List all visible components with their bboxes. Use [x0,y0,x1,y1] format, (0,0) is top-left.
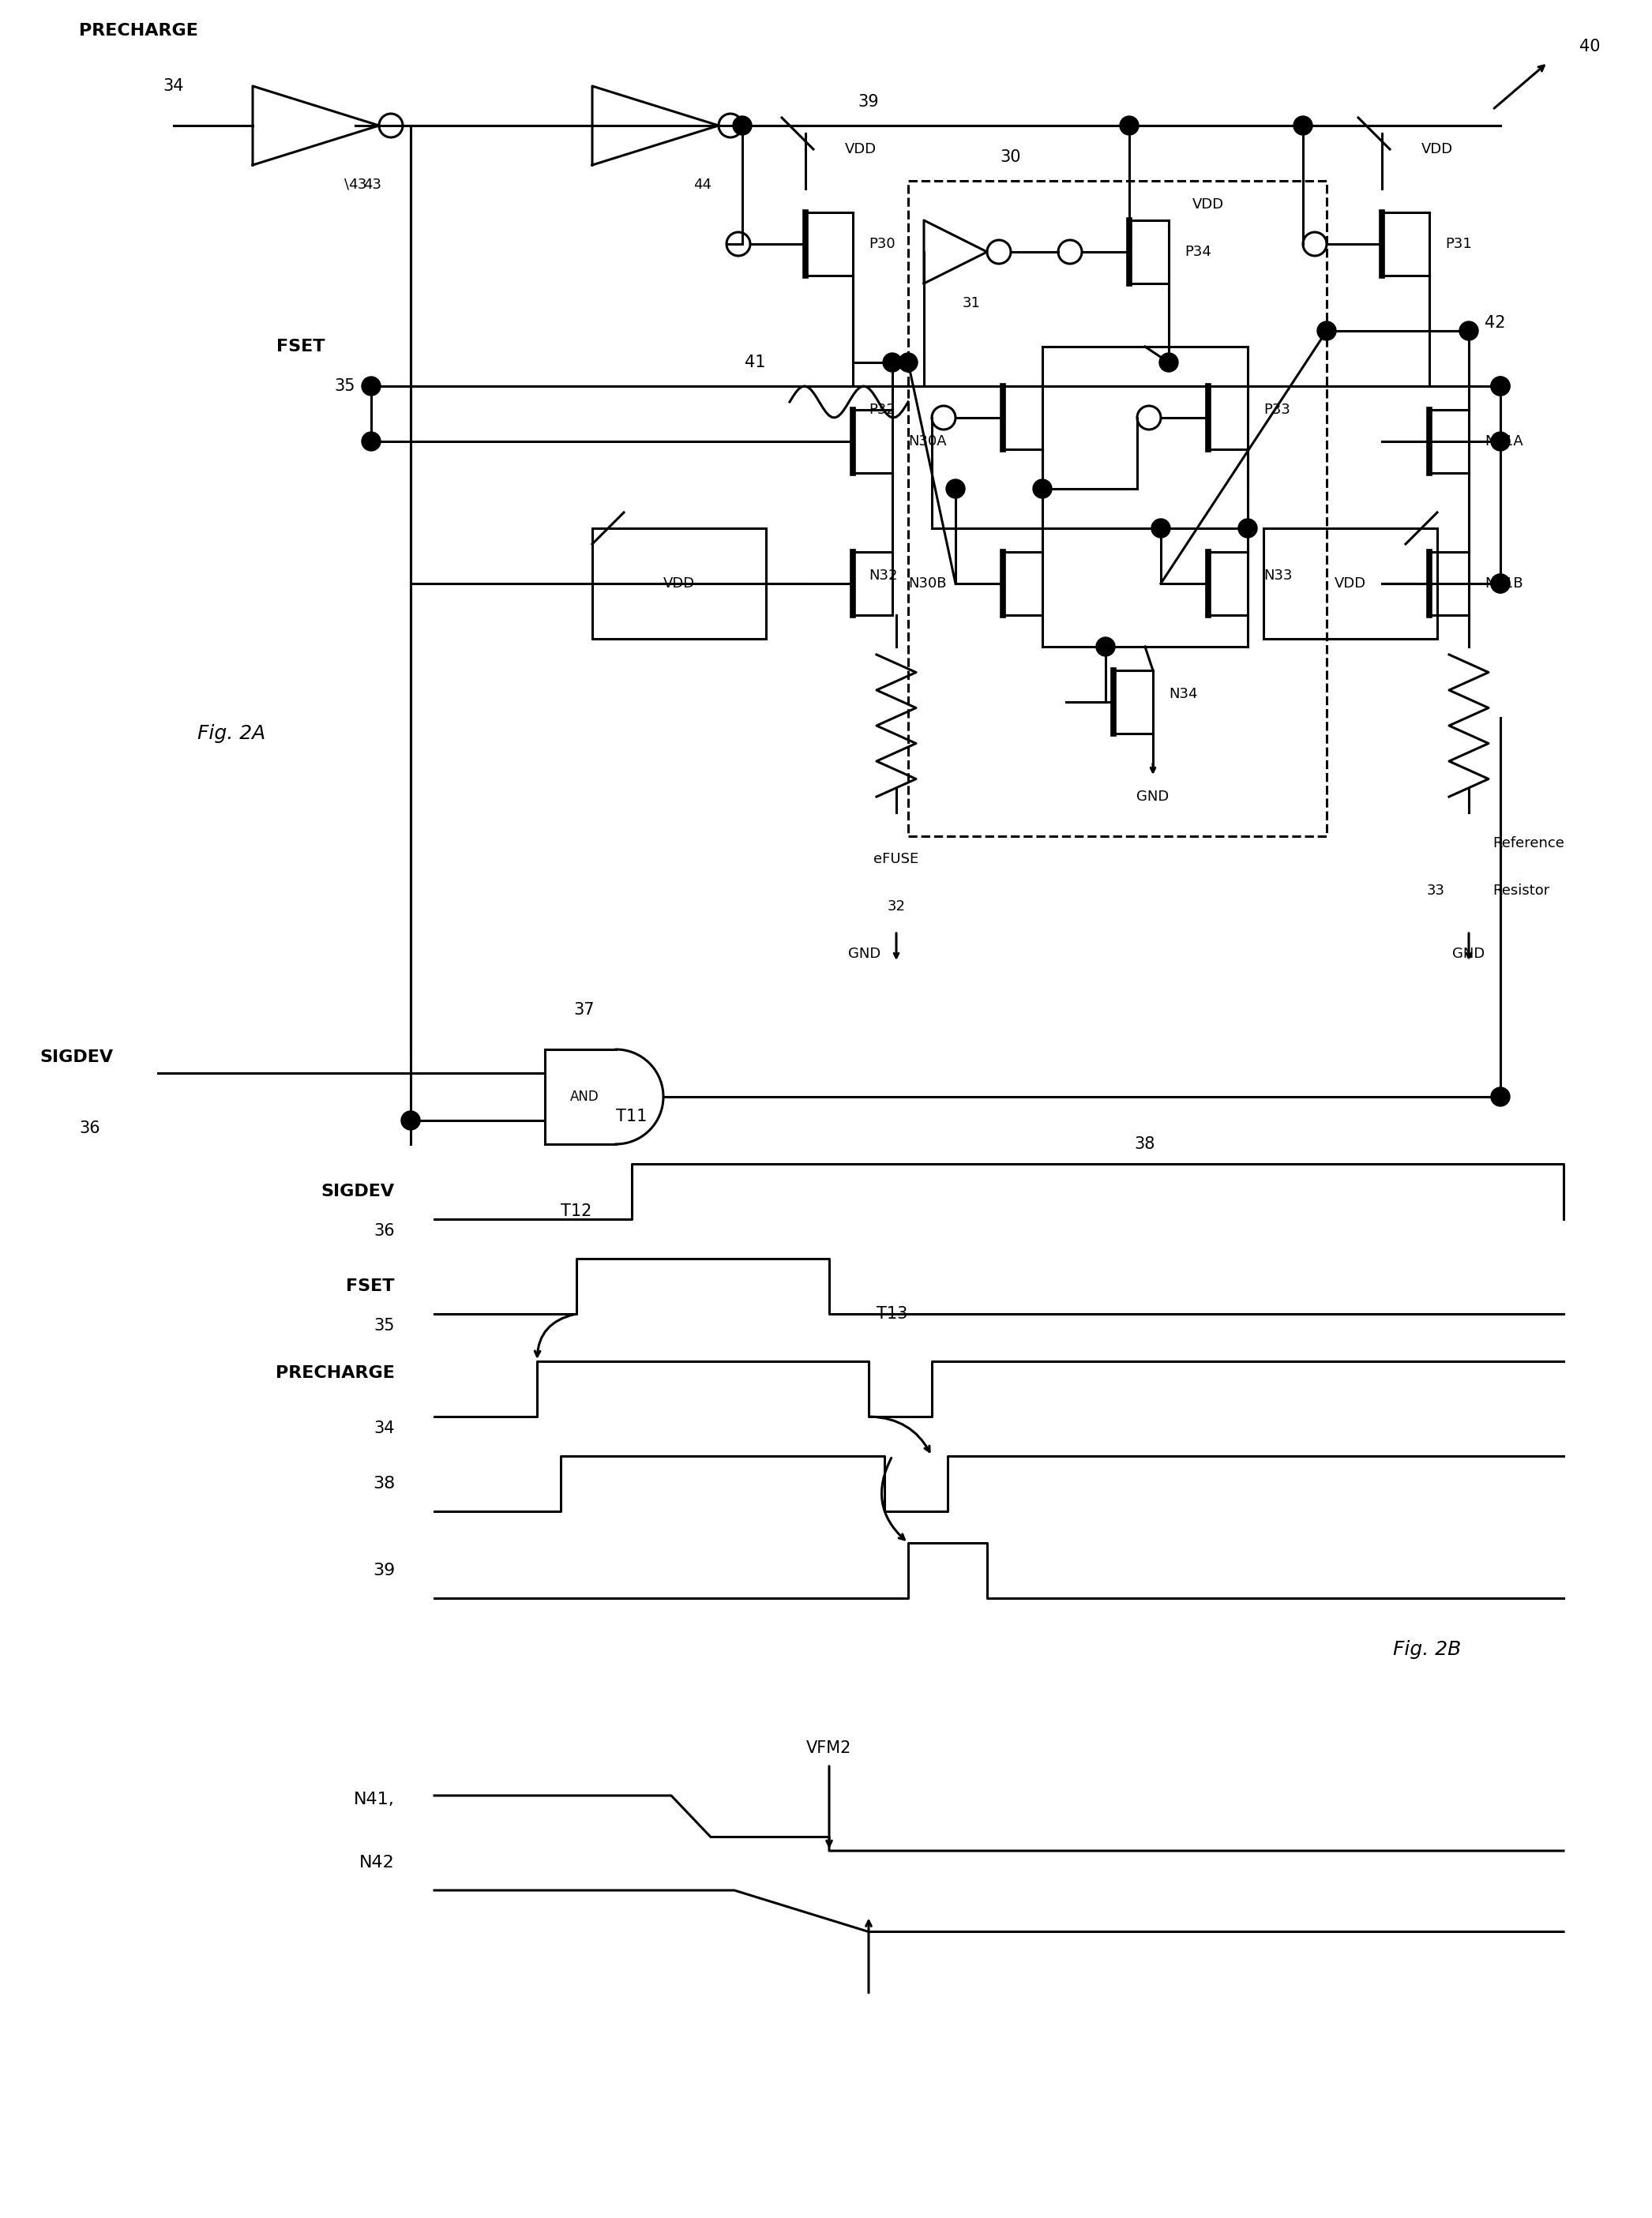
Text: 34: 34 [164,78,183,93]
Text: VDD: VDD [662,577,695,590]
Text: FSET: FSET [276,339,325,355]
Text: VDD: VDD [844,142,877,155]
Text: P33: P33 [1264,404,1290,417]
Circle shape [1294,115,1312,135]
Text: 44: 44 [694,177,712,193]
Text: N33: N33 [1264,568,1292,583]
Circle shape [1459,322,1479,339]
Text: N41,: N41, [354,1792,395,1808]
Circle shape [733,115,752,135]
Text: 41: 41 [745,355,767,370]
Text: P31: P31 [1446,237,1472,251]
Text: Resistor: Resistor [1492,883,1550,898]
Text: P30: P30 [869,237,895,251]
Text: $\backslash$43: $\backslash$43 [344,177,367,193]
Text: 38: 38 [373,1475,395,1490]
Circle shape [947,479,965,499]
Text: SIGDEV: SIGDEV [320,1184,395,1200]
Text: N31B: N31B [1485,577,1523,590]
Text: Fig. 2A: Fig. 2A [198,723,266,743]
Text: Fig. 2B: Fig. 2B [1393,1639,1460,1659]
Text: 40: 40 [1579,38,1601,55]
Circle shape [362,377,380,395]
Text: N30B: N30B [909,577,947,590]
Bar [909,182,1327,836]
Text: N42: N42 [360,1854,395,1870]
Circle shape [1151,519,1170,537]
Text: Reference: Reference [1492,836,1564,849]
Text: 33: 33 [1427,883,1446,898]
Text: PRECHARGE: PRECHARGE [276,1366,395,1382]
Text: GND: GND [1137,790,1170,803]
Text: T13: T13 [877,1306,909,1322]
Text: 38: 38 [1135,1136,1155,1151]
Text: 31: 31 [961,295,980,311]
Text: T11: T11 [616,1109,648,1125]
Text: 37: 37 [573,1003,595,1018]
Circle shape [362,433,380,450]
Text: VDD: VDD [1335,577,1366,590]
Circle shape [1239,519,1257,537]
Circle shape [1317,322,1336,339]
Circle shape [1490,574,1510,592]
Text: 35: 35 [373,1317,395,1333]
Text: VDD: VDD [1193,197,1224,211]
Circle shape [1032,479,1052,499]
Text: N31A: N31A [1485,435,1523,448]
Text: 34: 34 [373,1420,395,1437]
Circle shape [1095,637,1115,657]
Circle shape [1490,574,1510,592]
Text: 39: 39 [857,93,879,109]
Text: 35: 35 [334,379,355,395]
Text: T12: T12 [562,1204,591,1220]
Circle shape [1160,353,1178,373]
Text: P34: P34 [1184,244,1211,260]
Text: 32: 32 [887,898,905,914]
Text: N30A: N30A [909,435,947,448]
Text: 36: 36 [373,1222,395,1240]
Circle shape [1490,377,1510,395]
Text: GND: GND [847,947,881,960]
Text: 39: 39 [373,1564,395,1579]
Text: 42: 42 [1485,315,1505,330]
Text: AND: AND [570,1089,600,1105]
Text: FSET: FSET [347,1278,395,1293]
Text: GND: GND [1452,947,1485,960]
Text: 36: 36 [79,1120,101,1136]
Circle shape [1120,115,1138,135]
Circle shape [1490,377,1510,395]
Circle shape [899,353,917,373]
Text: eFUSE: eFUSE [874,852,919,867]
Circle shape [401,1111,420,1129]
Circle shape [1490,433,1510,450]
Text: PRECHARGE: PRECHARGE [79,22,198,38]
Circle shape [882,353,902,373]
Text: 30: 30 [1001,149,1021,164]
Text: 43: 43 [363,177,382,193]
Text: N32: N32 [869,568,897,583]
Text: VDD: VDD [1421,142,1454,155]
Text: VFM2: VFM2 [806,1741,852,1757]
Text: N34: N34 [1168,688,1198,701]
Circle shape [1490,1087,1510,1107]
Text: P32: P32 [869,404,895,417]
Text: SIGDEV: SIGDEV [40,1049,112,1065]
